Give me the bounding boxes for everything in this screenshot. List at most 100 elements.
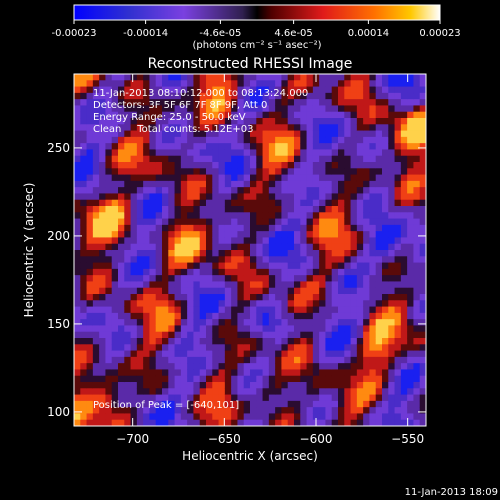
heatmap-cell	[382, 162, 389, 169]
heatmap-cell	[407, 407, 414, 414]
heatmap-cell	[262, 325, 270, 333]
heatmap-cell	[300, 199, 307, 207]
heatmap-cell	[206, 419, 213, 427]
heatmap-cell	[275, 350, 282, 358]
heatmap-cell	[407, 306, 414, 314]
heatmap-cell	[199, 300, 207, 307]
heatmap-cell	[155, 187, 163, 194]
heatmap-cell	[206, 168, 213, 175]
heatmap-cell	[193, 136, 201, 144]
heatmap-cell	[155, 325, 163, 333]
heatmap-cell	[111, 287, 119, 295]
heatmap-cell	[407, 162, 414, 169]
heatmap-cell	[180, 388, 188, 395]
heatmap-cell	[111, 168, 119, 175]
heatmap-cell	[300, 80, 307, 87]
heatmap-cell	[149, 212, 157, 219]
heatmap-cell	[300, 130, 307, 138]
heatmap-cell	[74, 86, 81, 94]
heatmap-cell	[237, 312, 245, 320]
heatmap-cell	[174, 256, 182, 263]
heatmap-cell	[118, 369, 125, 377]
heatmap-cell	[155, 375, 163, 383]
heatmap-cell	[287, 174, 295, 182]
heatmap-cell	[375, 118, 383, 125]
heatmap-cell	[231, 143, 238, 150]
heatmap-cell	[243, 312, 251, 320]
heatmap-cell	[99, 237, 106, 245]
heatmap-cell	[231, 419, 238, 427]
heatmap-cell	[312, 363, 320, 370]
heatmap-cell	[350, 356, 358, 364]
heatmap-cell	[218, 162, 226, 169]
heatmap-cell	[193, 180, 201, 188]
heatmap-cell	[325, 237, 333, 245]
heatmap-cell	[325, 338, 333, 345]
heatmap-cell	[149, 99, 157, 106]
heatmap-cell	[124, 300, 131, 307]
heatmap-cell	[356, 99, 364, 106]
heatmap-cell	[256, 212, 263, 219]
heatmap-cell	[363, 111, 370, 119]
heatmap-cell	[338, 281, 345, 289]
heatmap-cell	[237, 143, 245, 150]
heatmap-cell	[92, 338, 100, 345]
heatmap-cell	[111, 174, 119, 182]
heatmap-cell	[388, 206, 395, 213]
heatmap-cell	[413, 275, 421, 282]
heatmap-cell	[180, 312, 188, 320]
heatmap-cell	[99, 187, 106, 194]
heatmap-cell	[206, 331, 213, 339]
heatmap-cell	[130, 212, 138, 219]
heatmap-cell	[262, 275, 270, 282]
heatmap-cell	[306, 268, 314, 276]
heatmap-cell	[306, 193, 314, 201]
heatmap-cell	[388, 388, 395, 395]
heatmap-cell	[168, 331, 175, 339]
heatmap-cell	[262, 105, 270, 113]
heatmap-cell	[99, 281, 106, 289]
heatmap-cell	[382, 350, 389, 358]
heatmap-cell	[312, 143, 320, 150]
heatmap-cell	[80, 162, 87, 169]
heatmap-cell	[344, 344, 351, 351]
heatmap-cell	[369, 281, 377, 289]
heatmap-cell	[212, 262, 219, 270]
heatmap-cell	[306, 155, 314, 163]
heatmap-cell	[287, 168, 295, 175]
heatmap-cell	[281, 180, 289, 188]
heatmap-cell	[413, 338, 421, 345]
heatmap-cell	[394, 356, 402, 364]
heatmap-cell	[413, 118, 421, 125]
heatmap-cell	[231, 413, 238, 421]
heatmap-cell	[237, 162, 245, 169]
heatmap-cell	[136, 237, 144, 245]
heatmap-cell	[199, 325, 207, 333]
heatmap-cell	[419, 331, 427, 339]
heatmap-cell	[237, 168, 245, 175]
heatmap-cell	[168, 162, 175, 169]
heatmap-cell	[388, 174, 395, 182]
heatmap-cell	[394, 382, 402, 389]
heatmap-cell	[369, 250, 377, 257]
heatmap-cell	[111, 124, 119, 131]
heatmap-cell	[281, 155, 289, 163]
heatmap-cell	[369, 350, 377, 358]
annotation-detectors: Detectors: 3F 5F 6F 7F 8F 9F, Att 0	[93, 100, 267, 111]
heatmap-cell	[294, 92, 301, 100]
heatmap-cell	[363, 268, 370, 276]
heatmap-cell	[193, 250, 201, 257]
heatmap-cell	[143, 105, 150, 113]
heatmap-cell	[300, 375, 307, 383]
heatmap-cell	[149, 86, 157, 94]
heatmap-cell	[281, 118, 289, 125]
heatmap-cell	[268, 312, 276, 320]
heatmap-cell	[382, 99, 389, 106]
peak-annotation: Position of Peak = [-640,101]	[93, 400, 239, 411]
heatmap-cell	[350, 319, 358, 326]
heatmap-cell	[287, 80, 295, 87]
heatmap-cell	[300, 99, 307, 106]
heatmap-cell	[250, 224, 257, 232]
heatmap-cell	[275, 187, 282, 194]
heatmap-cell	[180, 80, 188, 87]
